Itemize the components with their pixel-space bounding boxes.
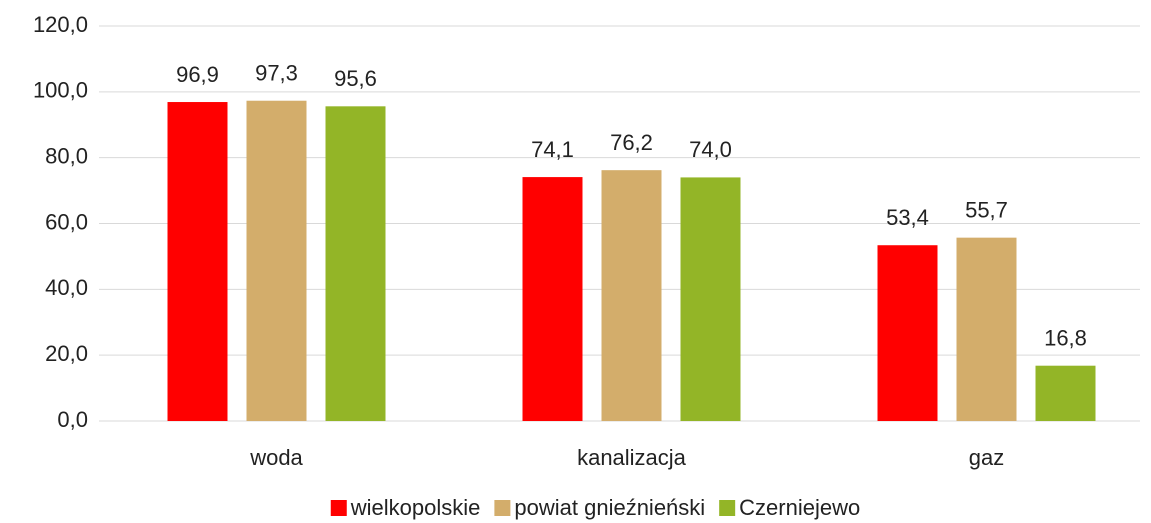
value-label: 74,0 [689,137,732,162]
value-label: 76,2 [610,130,653,155]
value-label: 55,7 [965,197,1008,222]
bar [167,102,228,421]
bar [246,100,307,422]
y-tick-label: 120,0 [33,12,88,37]
y-tick-label: 100,0 [33,78,88,103]
legend-label: wielkopolskie [350,495,481,520]
value-label: 95,6 [334,66,377,91]
legend-item: wielkopolskie [330,495,481,520]
y-tick-label: 0,0 [57,407,88,432]
value-label: 74,1 [531,137,574,162]
bar [522,177,583,421]
y-tick-label: 40,0 [45,275,88,300]
bar [1035,365,1096,421]
legend-label: powiat gnieźnieński [514,495,705,520]
value-label: 97,3 [255,61,298,86]
x-tick-label: gaz [969,445,1004,470]
bar [680,177,741,421]
y-tick-label: 80,0 [45,143,88,168]
value-label: 53,4 [886,205,929,230]
legend-item: Czerniejewo [719,495,860,520]
bar [325,106,386,422]
x-tick-label: woda [249,445,303,470]
x-tick-label: kanalizacja [577,445,687,470]
legend-swatch [494,500,511,516]
value-label: 96,9 [176,62,219,87]
bar [877,245,938,421]
bar [956,237,1017,421]
bar [601,170,662,421]
value-label: 16,8 [1044,326,1087,351]
y-tick-label: 20,0 [45,341,88,366]
legend-item: powiat gnieźnieński [494,495,705,520]
y-tick-label: 60,0 [45,209,88,234]
legend-label: Czerniejewo [739,495,860,520]
legend-swatch [330,500,347,516]
legend-swatch [719,500,736,516]
